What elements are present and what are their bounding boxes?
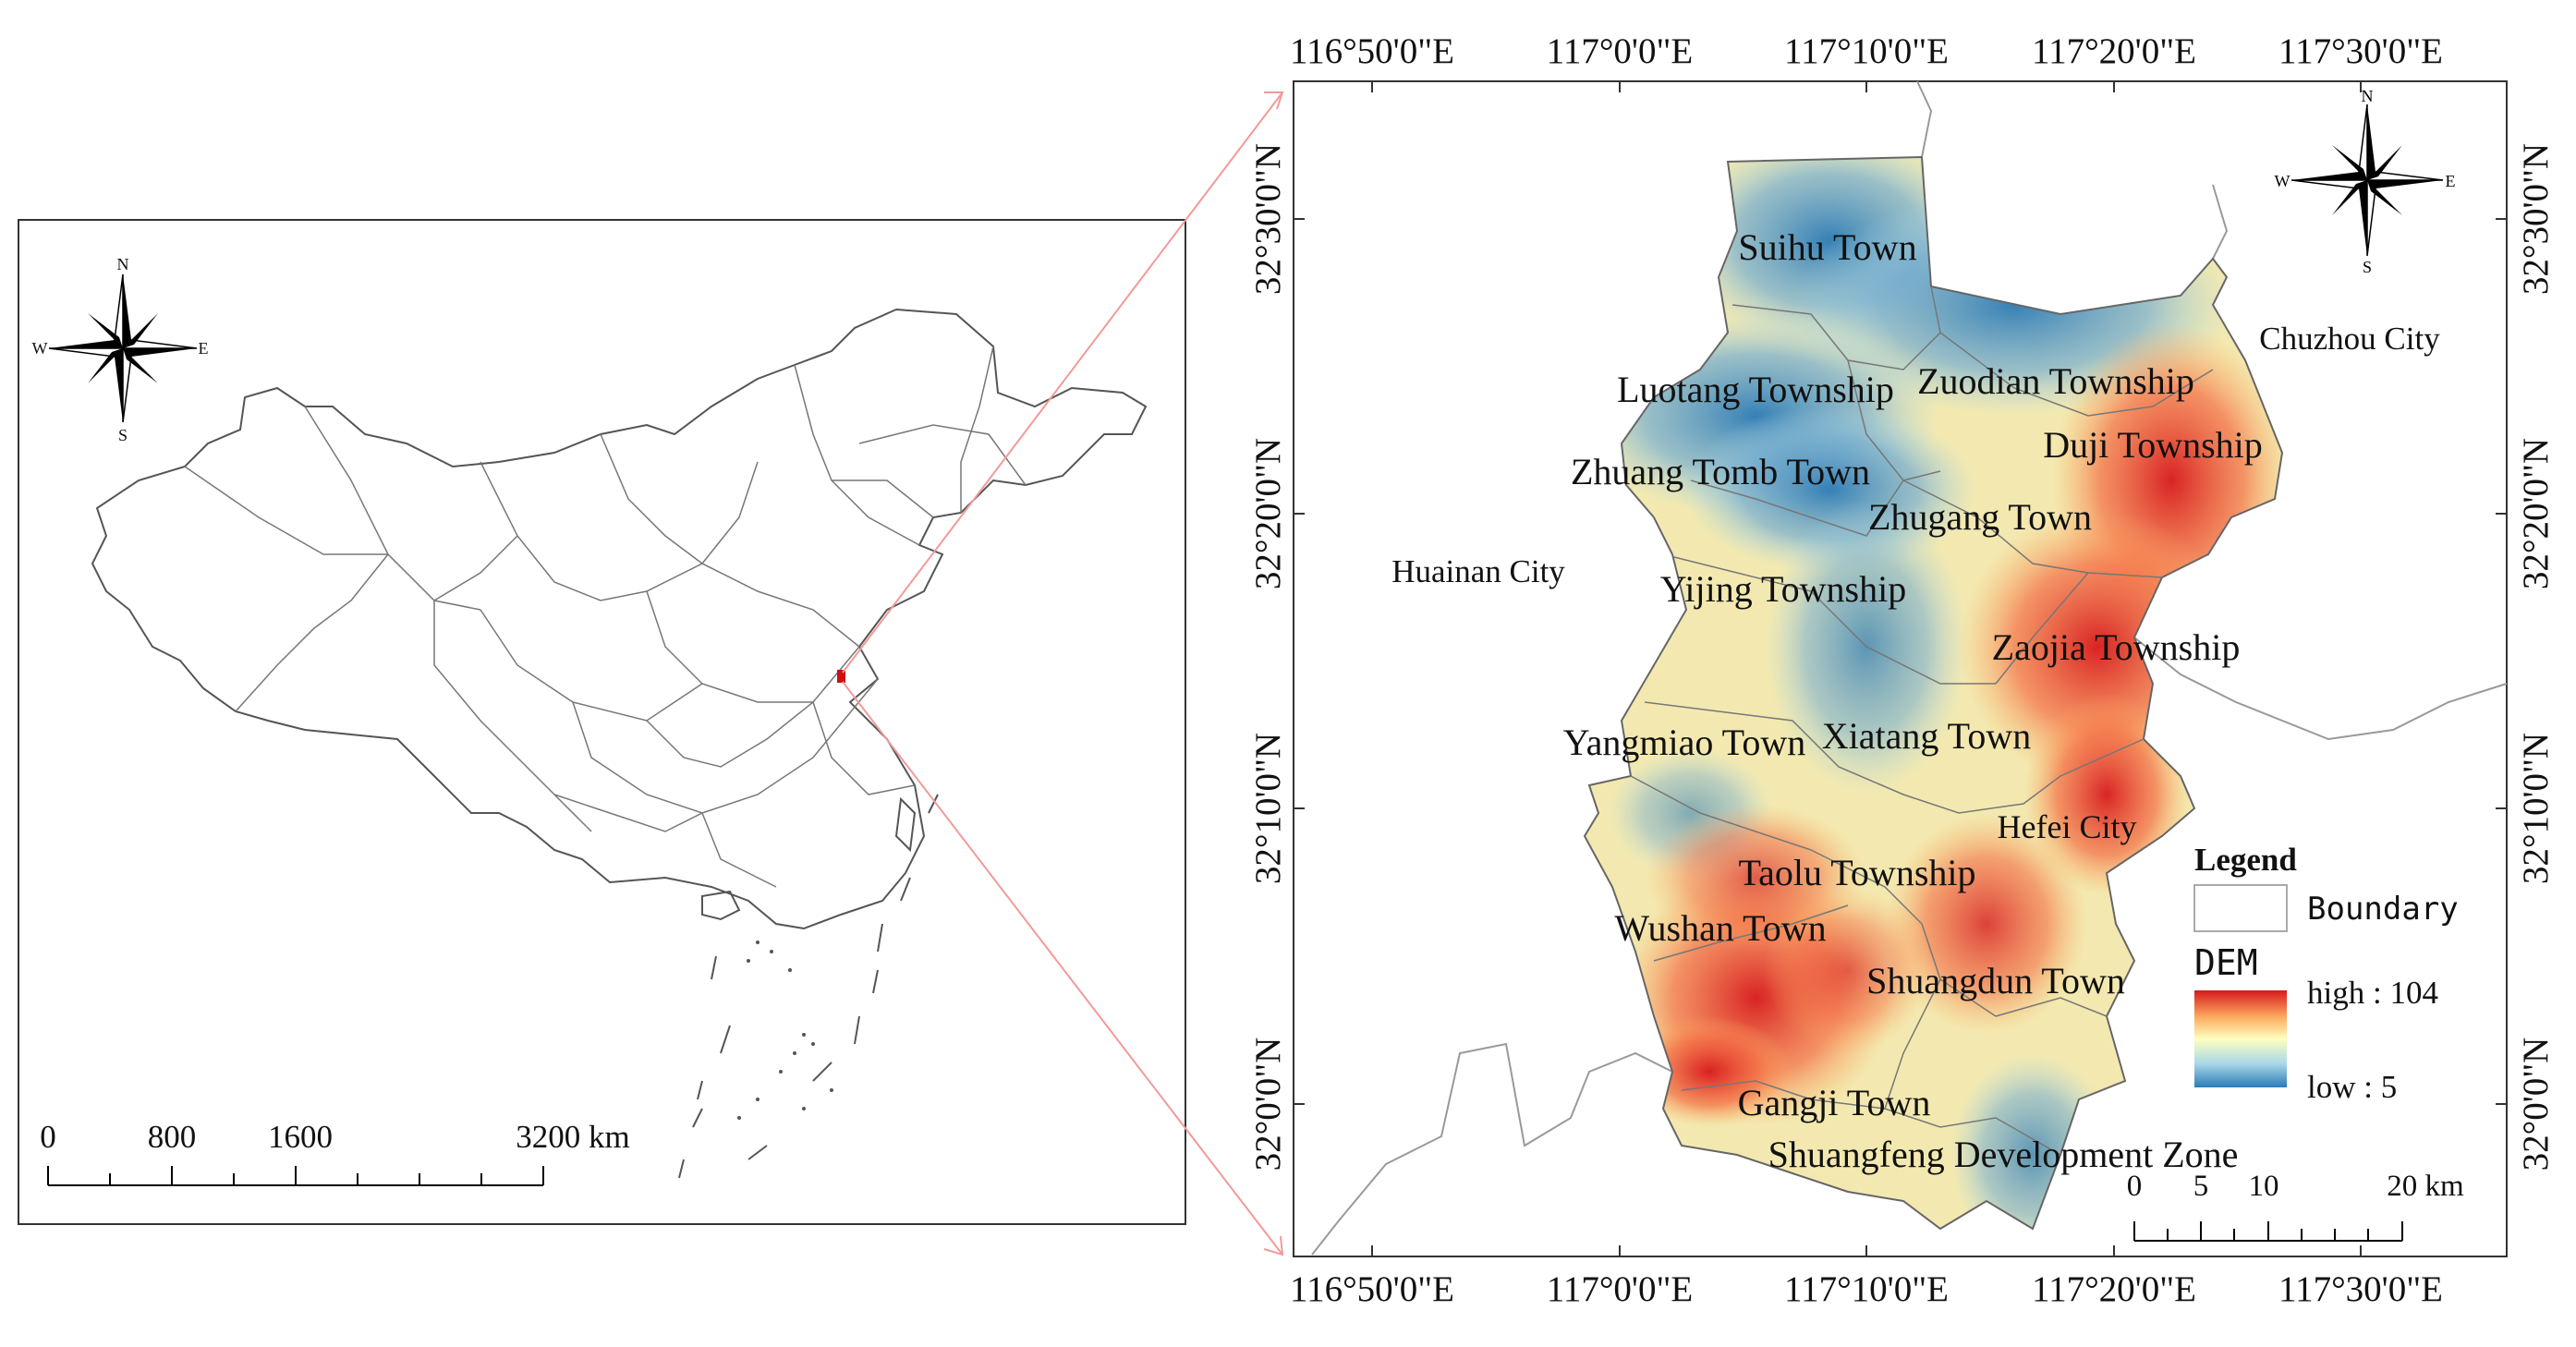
- overview-scale-3200: 3200 km: [516, 1119, 629, 1155]
- overview-compass-s: S: [118, 426, 128, 444]
- islands: [678, 794, 939, 1179]
- top-tick-3: 117°20'0"E: [2032, 31, 2196, 71]
- place-wushan: Wushan Town: [1614, 907, 1826, 949]
- right-tick-2: 32°10'0"N: [2516, 733, 2556, 884]
- overview-compass: [48, 273, 198, 423]
- top-tick-4: 117°30'0"E: [2278, 31, 2443, 71]
- detail-compass-w: W: [2275, 172, 2290, 190]
- bottom-tick-3: 117°20'0"E: [2032, 1269, 2196, 1309]
- place-shuangfeng: Shuangfeng Development Zone: [1768, 1134, 2239, 1175]
- top-tick-marks: [1371, 81, 2362, 92]
- place-zhuang-tomb: Zhuang Tomb Town: [1571, 451, 1870, 492]
- legend-boundary-swatch: [2193, 884, 2288, 932]
- detail-scale-5: 5: [2193, 1170, 2209, 1203]
- bottom-tick-marks: [1371, 1245, 2362, 1256]
- place-hefei: Hefei City: [1998, 808, 2137, 845]
- neighbor-huainan: Huainan City: [1391, 553, 1565, 589]
- left-tick-2: 32°10'0"N: [1248, 733, 1288, 884]
- china-outline: [91, 308, 1148, 930]
- place-taolu: Taolu Township: [1739, 852, 1976, 893]
- overview-compass-e: E: [199, 339, 209, 358]
- province-boundaries: [184, 346, 1027, 888]
- legend-dem-ramp: [2194, 990, 2287, 1087]
- bottom-tick-1: 117°0'0"E: [1547, 1269, 1693, 1309]
- place-yijing: Yijing Township: [1660, 568, 1907, 610]
- place-luotang: Luotang Township: [1617, 369, 1894, 410]
- detail-scale-10: 10: [2249, 1170, 2279, 1203]
- left-tick-0: 32°30'0"N: [1248, 143, 1288, 295]
- place-gangji: Gangji Town: [1738, 1082, 1931, 1123]
- detail-compass-s: S: [2363, 258, 2372, 276]
- right-tick-0: 32°30'0"N: [2516, 143, 2556, 295]
- place-duji: Duji Township: [2043, 424, 2263, 466]
- overview-scale-0: 0: [40, 1119, 56, 1155]
- detail-scale-bar: [2133, 1221, 2403, 1242]
- neighbor-chuzhou: Chuzhou City: [2259, 321, 2440, 357]
- right-tick-3: 32°0'0"N: [2516, 1038, 2556, 1171]
- bottom-tick-2: 117°10'0"E: [1784, 1269, 1949, 1309]
- top-tick-0: 116°50'0"E: [1290, 31, 1454, 71]
- detail-compass: [2290, 103, 2444, 257]
- place-zhugang: Zhugang Town: [1868, 496, 2092, 538]
- overview-compass-n: N: [117, 255, 129, 273]
- bottom-tick-0: 116°50'0"E: [1290, 1269, 1454, 1309]
- place-xiatang: Xiatang Town: [1822, 715, 2031, 757]
- legend-dem-title: DEM: [2194, 942, 2258, 983]
- left-tick-3: 32°0'0"N: [1248, 1038, 1288, 1171]
- overview-compass-w: W: [32, 339, 48, 358]
- legend-dem-low: low : 5: [2307, 1069, 2397, 1105]
- place-yangmiao: Yangmiao Town: [1563, 722, 1805, 763]
- overview-scale-1600: 1600: [268, 1119, 333, 1155]
- overview-frame: [18, 219, 1186, 1225]
- overview-scale-800: 800: [148, 1119, 197, 1155]
- detail-compass-n: N: [2362, 87, 2374, 105]
- place-suihu: Suihu Town: [1738, 226, 1916, 268]
- right-tick-1: 32°20'0"N: [2516, 438, 2556, 589]
- overview-scale-bar: [47, 1166, 544, 1186]
- detail-scale-0: 0: [2127, 1170, 2143, 1203]
- study-area-marker: [837, 670, 845, 683]
- left-tick-1: 32°20'0"N: [1248, 438, 1288, 589]
- place-zuodian: Zuodian Township: [1917, 360, 2194, 402]
- legend-boundary-label: Boundary: [2307, 891, 2459, 928]
- top-tick-1: 117°0'0"E: [1547, 31, 1693, 71]
- detail-scale-20: 20 km: [2387, 1170, 2464, 1203]
- south-sea-dots: [737, 940, 833, 1120]
- place-shuangdun: Shuangdun Town: [1866, 960, 2125, 1001]
- right-tick-marks: [2496, 218, 2507, 1105]
- left-tick-marks: [1294, 218, 1305, 1105]
- place-zaojia: Zaojia Township: [1992, 626, 2241, 668]
- regional-boundaries: [1311, 80, 2508, 1256]
- legend-title: Legend: [2194, 842, 2297, 878]
- zoom-connector: [842, 91, 1284, 1256]
- detail-compass-e: E: [2446, 172, 2456, 190]
- top-tick-2: 117°10'0"E: [1784, 31, 1949, 71]
- township-boundaries: [1630, 285, 2214, 1156]
- bottom-tick-4: 117°30'0"E: [2278, 1269, 2443, 1309]
- legend-dem-high: high : 104: [2307, 975, 2438, 1011]
